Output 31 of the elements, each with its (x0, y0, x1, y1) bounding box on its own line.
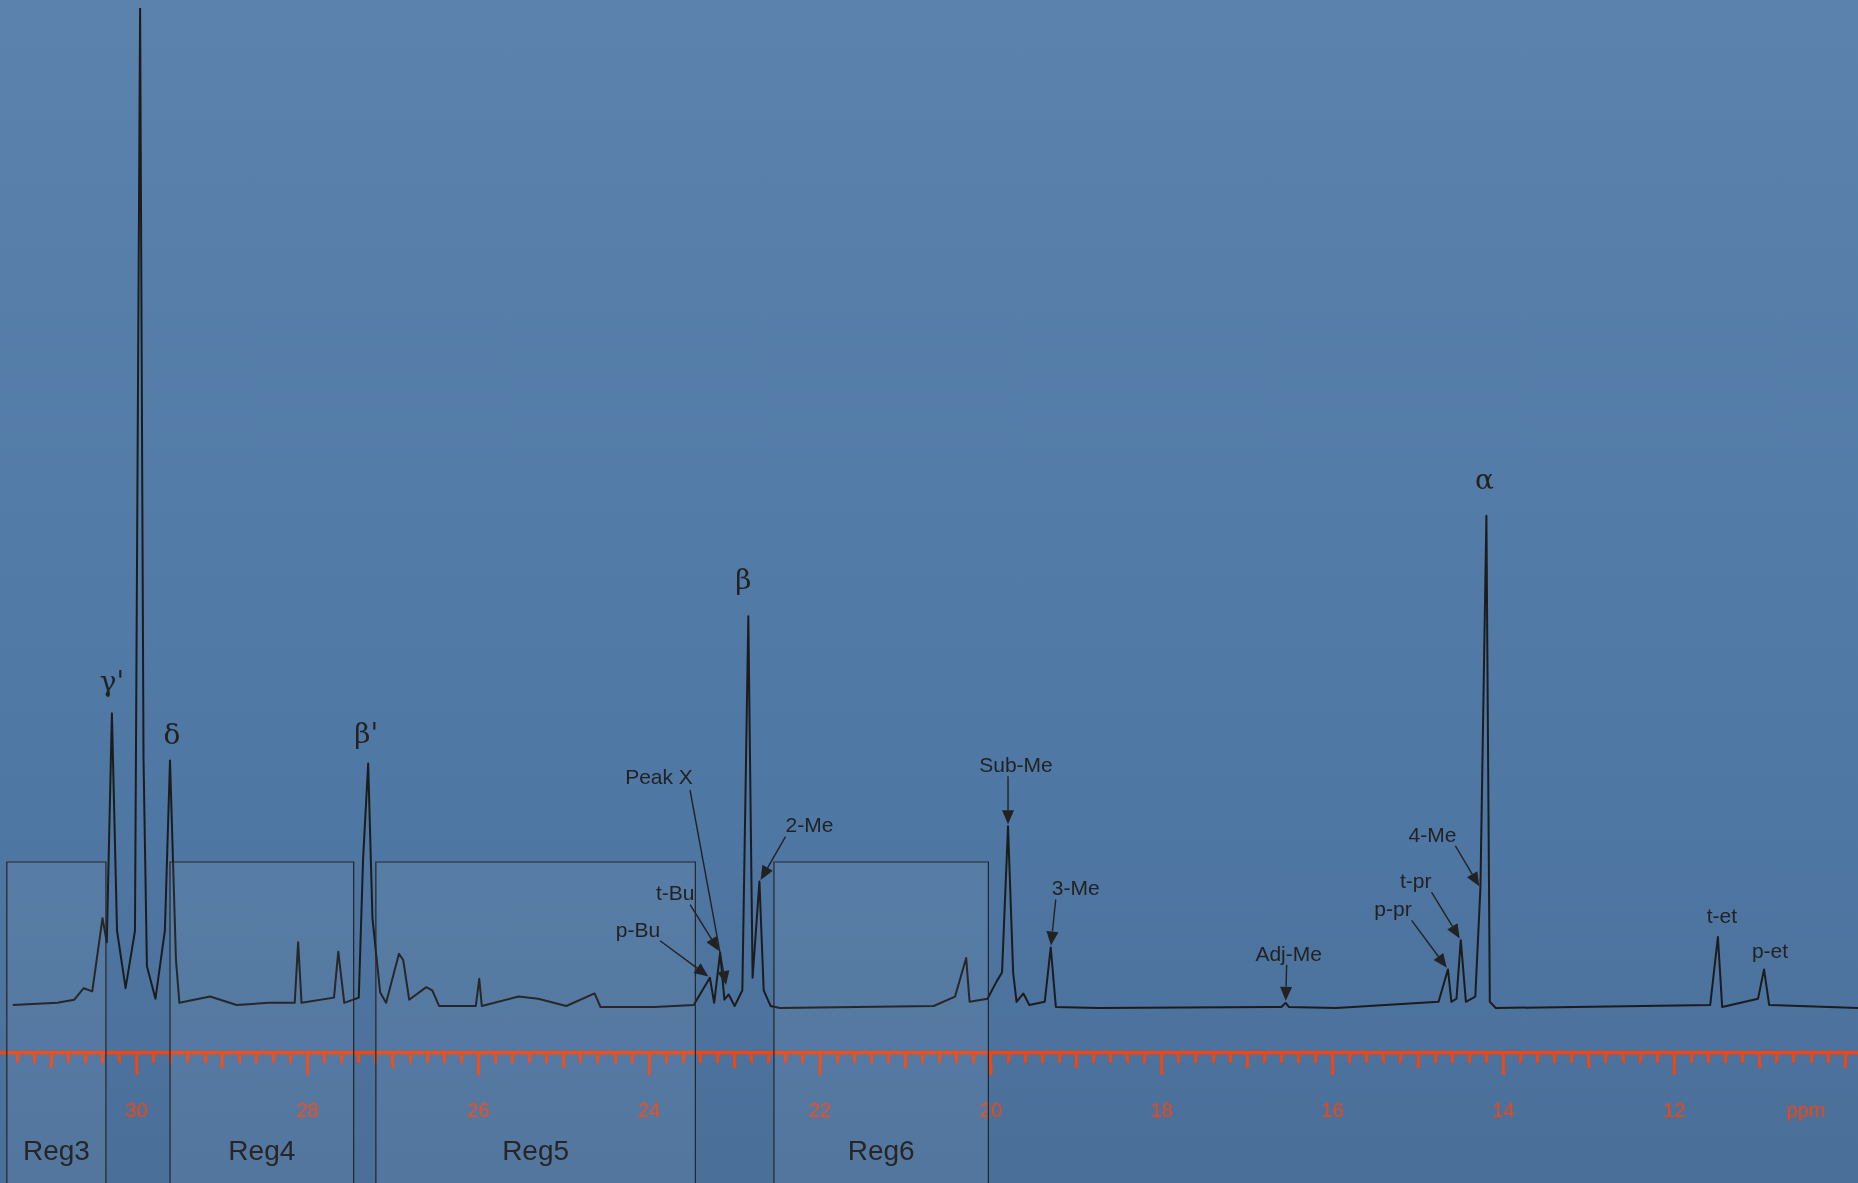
annotation: p-pr (1374, 897, 1412, 921)
annotation: Sub-Me (979, 753, 1053, 777)
annotation: Peak X (625, 764, 693, 788)
x-tick-label: 28 (296, 1098, 319, 1121)
x-axis-title: ppm (1786, 1098, 1826, 1121)
x-tick-label: 26 (467, 1098, 490, 1121)
annotation: 2-Me (785, 813, 834, 837)
annotation: 3-Me (1051, 876, 1100, 900)
x-tick-label: 18 (1150, 1098, 1173, 1121)
x-tick-label: 24 (638, 1098, 661, 1121)
annotation: α (1474, 463, 1494, 497)
annotation: 4-Me (1408, 822, 1457, 846)
x-tick-label: 16 (1321, 1098, 1344, 1121)
annotation: t-pr (1400, 868, 1432, 892)
x-tick-label: 22 (808, 1098, 832, 1121)
annotation: Adj-Me (1255, 941, 1322, 965)
x-tick-label: 30 (125, 1098, 148, 1121)
x-tick-label: 12 (1663, 1098, 1686, 1121)
annotation: p-et (1751, 939, 1789, 963)
annotation: β (735, 563, 752, 597)
band-label: Reg4 (228, 1134, 296, 1166)
annotation: t-et (1706, 903, 1738, 927)
annotation: β' (354, 716, 379, 750)
annotation: t-Bu (655, 881, 695, 905)
x-tick-label: 14 (1492, 1098, 1515, 1121)
annotation: δ (163, 717, 181, 751)
band-label: Reg3 (22, 1134, 90, 1166)
band-label: Reg6 (847, 1134, 915, 1166)
annotation: p-Bu (615, 917, 661, 941)
annotation: γ' (99, 664, 125, 698)
band-label: Reg5 (502, 1134, 570, 1166)
